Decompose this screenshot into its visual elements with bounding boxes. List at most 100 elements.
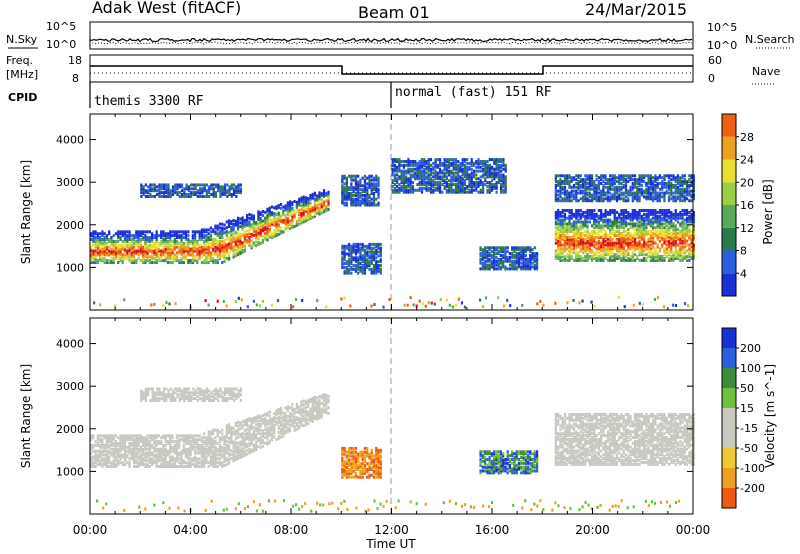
- scatter-cell: [486, 190, 489, 194]
- scatter-cell: [595, 178, 598, 182]
- scatter-cell: [577, 255, 580, 259]
- scatter-cell: [461, 188, 464, 192]
- scatter-cell: [284, 221, 287, 225]
- noise-cell: [388, 297, 391, 301]
- scatter-cell: [502, 179, 505, 183]
- scatter-cell: [434, 181, 437, 185]
- scatter-cell: [316, 194, 319, 198]
- scatter-cell: [618, 247, 621, 251]
- scatter-cell: [295, 219, 298, 223]
- scatter-cell: [354, 203, 358, 207]
- scatter-cell: [164, 249, 167, 253]
- scatter-cell: [486, 175, 489, 179]
- scatter-cell: [142, 259, 145, 263]
- scatter-cell: [645, 226, 648, 230]
- scatter-cell: [144, 237, 147, 241]
- scatter-cell: [452, 175, 455, 179]
- scatter-cell: [405, 163, 408, 167]
- scatter-cell: [427, 177, 430, 181]
- scatter-cell: [502, 177, 505, 181]
- scatter-cell: [411, 181, 415, 185]
- scatter-cell: [500, 175, 503, 179]
- scatter-cell: [602, 212, 605, 216]
- scatter-cell: [627, 210, 630, 214]
- scatter-cell: [151, 257, 154, 261]
- scatter-cell: [577, 218, 580, 222]
- scatter-cell: [160, 234, 163, 238]
- noise-cell: [295, 298, 298, 302]
- scatter-cell: [142, 245, 145, 249]
- scatter-cell: [477, 183, 480, 187]
- scatter-cell: [609, 256, 612, 260]
- scatter-cell: [649, 174, 652, 178]
- scatter-cell: [658, 235, 662, 239]
- scatter-cell: [602, 258, 605, 262]
- scatter-cell: [586, 193, 589, 197]
- scatter-cell: [643, 235, 646, 239]
- scatter-cell: [502, 181, 505, 185]
- y-tick-label: 4000: [56, 134, 84, 147]
- scatter-cell: [652, 235, 655, 239]
- scatter-cell: [370, 184, 373, 188]
- scatter-cell: [123, 241, 127, 245]
- scatter-cell: [484, 179, 487, 183]
- scatter-cell: [586, 233, 589, 237]
- scatter-cell: [101, 259, 104, 263]
- scatter-cell: [230, 235, 233, 239]
- scatter-cell: [575, 216, 578, 220]
- scatter-cell: [414, 163, 417, 167]
- scatter-cell: [566, 209, 569, 213]
- scatter-cell: [212, 228, 215, 232]
- scatter-cell: [463, 179, 467, 183]
- noise-cell: [433, 302, 436, 306]
- noise-cell: [292, 305, 295, 309]
- scatter-cell: [117, 261, 120, 264]
- scatter-cell: [237, 189, 240, 193]
- scatter-cell: [618, 193, 621, 197]
- scatter-cell: [606, 191, 610, 195]
- scatter-cell: [681, 224, 684, 228]
- scatter-cell: [370, 250, 373, 254]
- scatter-cell: [391, 179, 394, 183]
- scatter-cell: [119, 247, 122, 251]
- noise-cell: [656, 296, 660, 300]
- scatter-cell: [402, 183, 406, 187]
- scatter-cell: [372, 267, 376, 271]
- scatter-cell: [520, 246, 523, 250]
- scatter-cell: [359, 256, 362, 260]
- scatter-cell: [606, 212, 610, 216]
- scatter-cell: [391, 184, 394, 188]
- scatter-cell: [178, 243, 181, 247]
- scatter-cell: [566, 243, 569, 247]
- scatter-cell: [636, 195, 639, 199]
- scatter-cell: [108, 443, 111, 447]
- scatter-cell: [624, 249, 628, 253]
- scatter-cell: [676, 187, 680, 191]
- scatter-cell: [167, 189, 170, 193]
- scatter-cell: [219, 185, 222, 189]
- scatter-cell: [178, 194, 181, 198]
- noise-cell: [632, 303, 635, 307]
- scatter-cell: [522, 257, 525, 261]
- scatter-cell: [554, 251, 558, 255]
- scatter-cell: [570, 222, 573, 226]
- scatter-cell: [606, 189, 610, 193]
- scatter-cell: [361, 269, 364, 273]
- scatter-cell: [606, 180, 610, 184]
- scatter-cell: [252, 233, 256, 237]
- scatter-cell: [584, 199, 587, 203]
- scatter-cell: [268, 210, 271, 214]
- scatter-cell: [620, 174, 623, 178]
- scatter-cell: [629, 235, 632, 239]
- scatter-cell: [151, 249, 154, 253]
- scatter-cell: [348, 269, 351, 273]
- scatter-cell: [402, 169, 406, 173]
- scatter-cell: [230, 222, 233, 226]
- scatter-cell: [117, 245, 120, 249]
- scatter-cell: [622, 178, 625, 182]
- scatter-cell: [568, 226, 571, 230]
- scatter-cell: [490, 263, 493, 267]
- scatter-cell: [166, 261, 170, 264]
- scatter-cell: [566, 241, 569, 245]
- scatter-cell: [155, 234, 158, 238]
